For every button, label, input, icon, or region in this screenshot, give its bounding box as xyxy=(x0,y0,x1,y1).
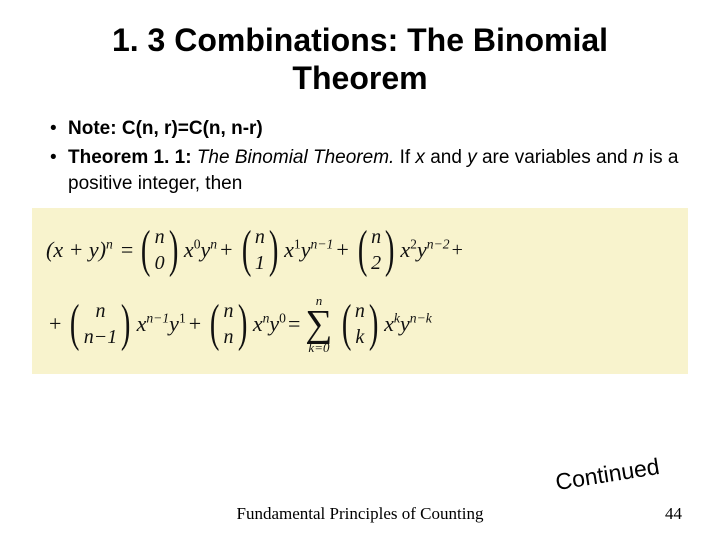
term: xny0 xyxy=(253,313,286,335)
plus: + xyxy=(336,239,348,261)
plus: + xyxy=(49,313,61,335)
var: x xyxy=(415,147,425,168)
bullet-prefix: Theorem 1. 1: xyxy=(68,147,192,168)
bullet-item: • Note: C(n, r)=C(n, n-r) xyxy=(50,116,688,142)
binom: ( n n−1 ) xyxy=(66,298,134,350)
continued-label: Continued xyxy=(554,453,662,496)
text-fragment: and xyxy=(425,147,467,168)
binom: ( n n ) xyxy=(206,298,251,350)
sum-lower: k=0 xyxy=(308,341,329,354)
bullet-marker: • xyxy=(50,116,68,142)
term: xn−1y1 xyxy=(137,313,186,335)
var: y xyxy=(467,147,477,168)
formula-row-2: + ( n n−1 ) xn−1y1 + ( n n ) xny0 = xyxy=(46,294,674,354)
theorem-name: The Binomial Theorem. xyxy=(197,147,394,168)
bullet-marker: • xyxy=(50,145,68,196)
text-fragment: are variables and xyxy=(477,147,633,168)
binom-top: n xyxy=(155,227,165,247)
bullet-item: • Theorem 1. 1: The Binomial Theorem. If… xyxy=(50,145,688,196)
term: x2yn−2 xyxy=(400,239,449,261)
sigma-icon: ∑ xyxy=(305,307,332,341)
equals: = xyxy=(288,313,300,335)
binom: ( n k ) xyxy=(338,298,383,350)
footer-text: Fundamental Principles of Counting xyxy=(0,504,720,524)
bullet-prefix: Note: xyxy=(68,118,117,139)
slide: 1. 3 Combinations: The Binomial Theorem … xyxy=(0,0,720,540)
slide-title: 1. 3 Combinations: The Binomial Theorem xyxy=(32,22,688,98)
term: xkyn−k xyxy=(384,313,432,335)
plus: + xyxy=(189,313,201,335)
term: x1yn−1 xyxy=(284,239,333,261)
paren-left: ( xyxy=(141,224,151,276)
text-fragment: If xyxy=(400,147,416,168)
binom: ( n 2 ) xyxy=(354,224,399,276)
bullet-list: • Note: C(n, r)=C(n, n-r) • Theorem 1. 1… xyxy=(32,116,688,197)
bullet-text: Note: C(n, r)=C(n, n-r) xyxy=(68,116,688,142)
binom: ( n 1 ) xyxy=(238,224,283,276)
binom: ( n 0 ) xyxy=(137,224,182,276)
ellipsis-plus: + xyxy=(452,240,463,260)
binom-col: n 0 xyxy=(155,224,165,276)
page-number: 44 xyxy=(665,504,682,524)
bullet-text: Theorem 1. 1: The Binomial Theorem. If x… xyxy=(68,145,688,196)
summation: n ∑ k=0 xyxy=(305,294,332,354)
plus: + xyxy=(220,239,232,261)
binom-bot: 0 xyxy=(155,253,165,273)
term: x0yn xyxy=(184,239,217,261)
lhs-base: (x + y) xyxy=(46,237,106,262)
equals: = xyxy=(121,239,133,261)
formula-row-1: (x + y)n = ( n 0 ) x0yn + ( n 1 xyxy=(46,224,674,276)
lhs-exp: n xyxy=(106,237,113,252)
lhs: (x + y)n xyxy=(46,239,113,261)
var: n xyxy=(633,147,644,168)
formula-box: (x + y)n = ( n 0 ) x0yn + ( n 1 xyxy=(32,208,688,374)
bullet-body: C(n, r)=C(n, n-r) xyxy=(117,118,263,139)
paren-right: ) xyxy=(168,224,178,276)
